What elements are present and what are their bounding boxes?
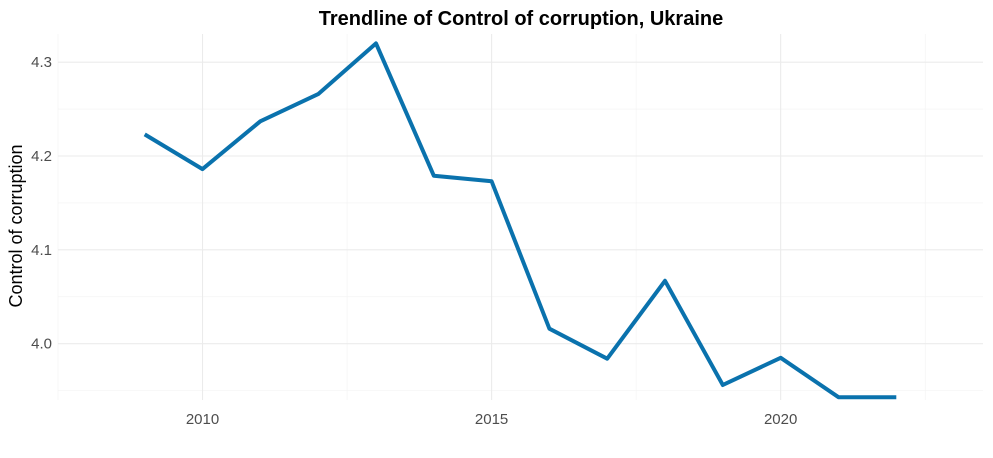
series-line (143, 41, 897, 400)
y-axis-ticks: 4.0 4.1 4.2 4.3 (31, 54, 52, 353)
y-tick-label: 4.1 (31, 242, 52, 259)
y-tick-label: 4.3 (31, 54, 52, 71)
y-tick-label: 4.0 (31, 336, 52, 353)
y-tick-label: 4.2 (31, 148, 52, 165)
chart-title: Trendline of Control of corruption, Ukra… (319, 8, 723, 30)
grid (57, 34, 983, 400)
series-group (143, 41, 897, 400)
x-tick-label: 2015 (475, 411, 508, 428)
x-tick-label: 2020 (764, 411, 797, 428)
x-axis-ticks: 2010 2015 2020 (186, 411, 798, 428)
x-tick-label: 2010 (186, 411, 219, 428)
y-axis-label: Control of corruption (6, 144, 26, 307)
